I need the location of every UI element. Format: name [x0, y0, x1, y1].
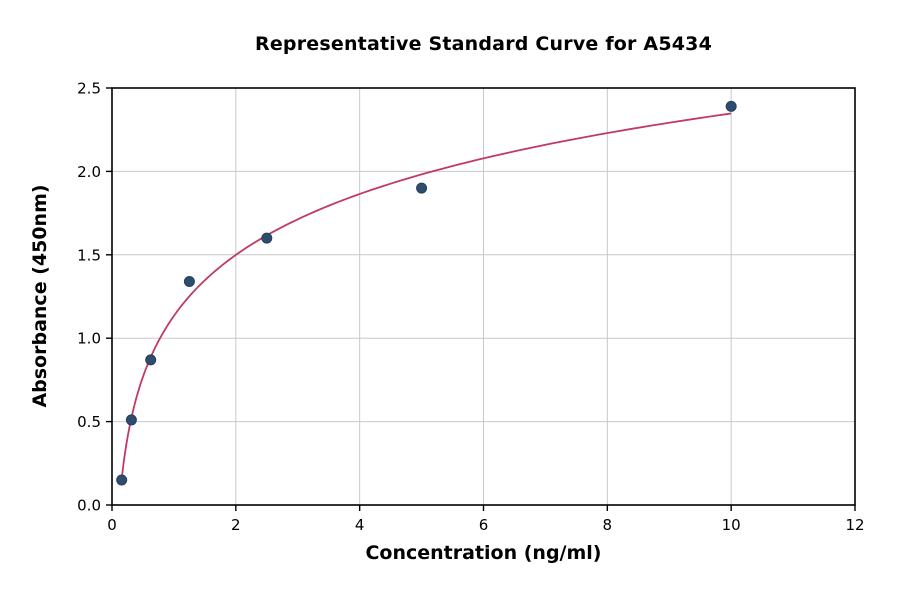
tick-labels: 0 2 4 6 8 10 12 0.0 0.5 1.0 1.5 2.0 2.5	[77, 80, 864, 535]
x-tick-label: 4	[355, 516, 365, 534]
x-axis-label: Concentration (ng/ml)	[365, 542, 602, 564]
x-tick-label: 2	[231, 516, 241, 534]
fit-curve	[120, 112, 732, 480]
data-point	[416, 182, 428, 194]
y-tick-label: 2.5	[77, 80, 101, 98]
x-tick-label: 10	[722, 516, 741, 534]
x-tick-label: 12	[845, 516, 864, 534]
data-point	[183, 275, 195, 287]
data-point	[145, 354, 157, 366]
chart-title: Representative Standard Curve for A5434	[254, 33, 713, 55]
x-tick-label: 8	[603, 516, 613, 534]
data-point	[261, 232, 273, 244]
data-points	[116, 100, 737, 486]
y-tick-label: 0.0	[77, 497, 101, 515]
y-tick-label: 1.5	[77, 246, 101, 264]
y-tick-label: 2.0	[77, 163, 101, 181]
x-tick-label: 0	[107, 516, 117, 534]
data-point	[725, 100, 737, 112]
grid-lines	[111, 87, 856, 506]
axis-ticks	[106, 87, 856, 511]
x-tick-label: 6	[479, 516, 489, 534]
data-point	[125, 414, 137, 426]
y-tick-label: 1.0	[77, 330, 101, 348]
y-tick-label: 0.5	[77, 413, 101, 431]
data-point	[116, 474, 128, 486]
